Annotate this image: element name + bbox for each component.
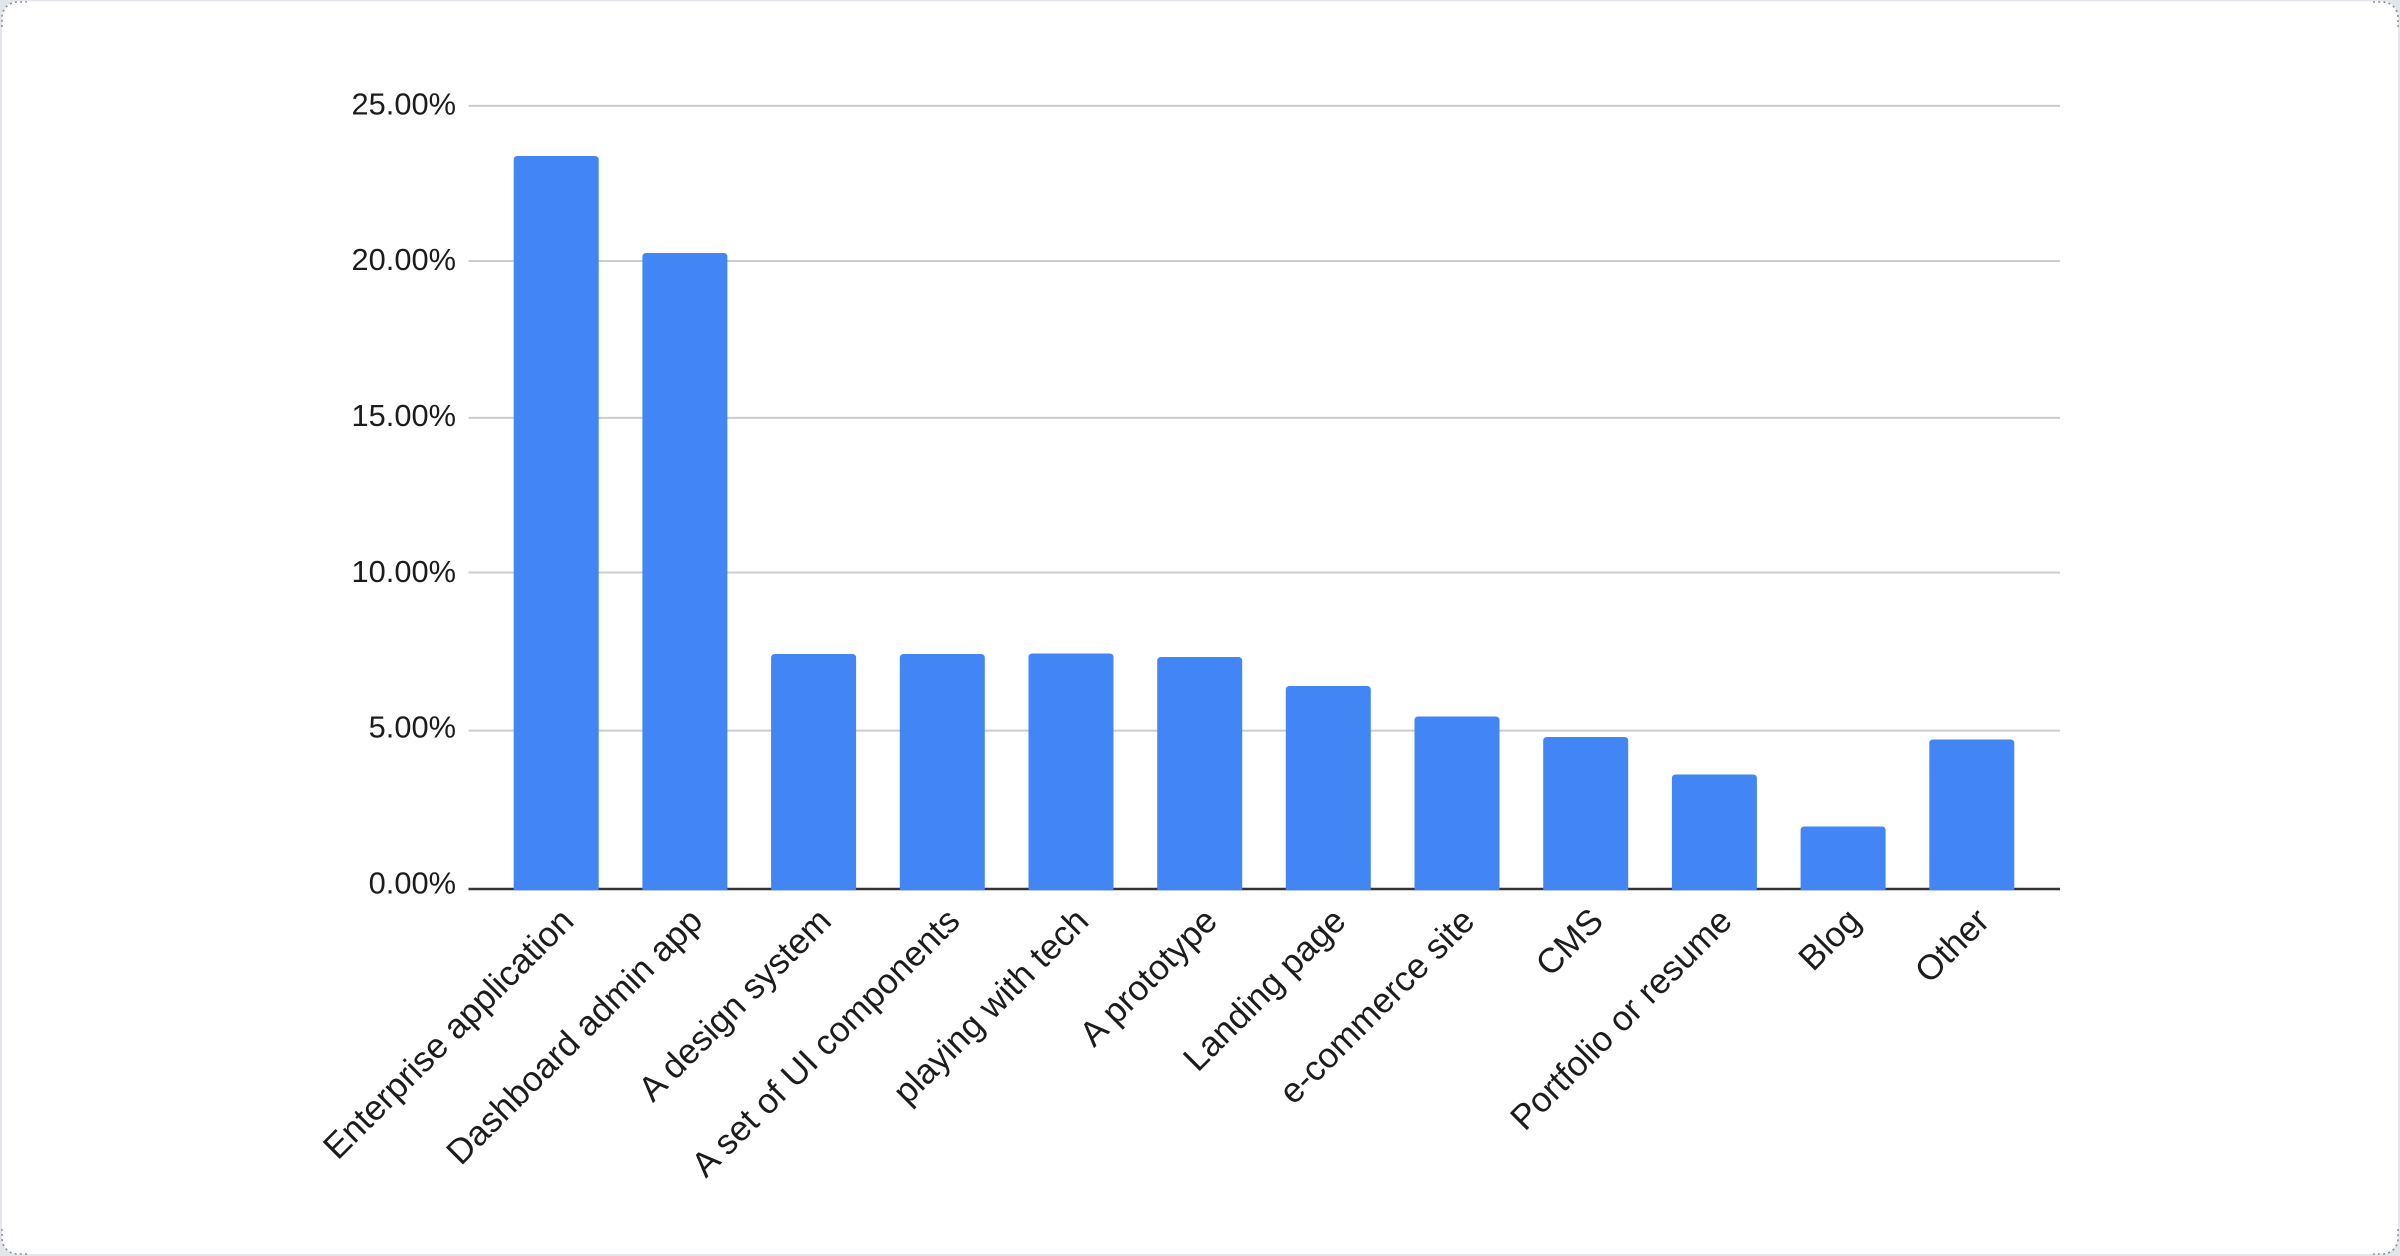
svg-text:15.00%: 15.00% [352,398,456,433]
svg-text:10.00%: 10.00% [352,554,456,589]
svg-text:5.00%: 5.00% [369,710,456,745]
svg-text:20.00%: 20.00% [352,242,456,277]
svg-text:25.00%: 25.00% [352,86,456,121]
svg-text:0.00%: 0.00% [369,865,456,900]
